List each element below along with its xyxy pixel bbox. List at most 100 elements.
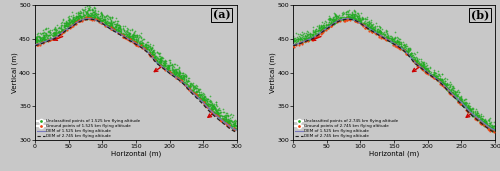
Point [379,32,387,34]
Point [76,20,84,22]
Point [37,40,45,42]
Point [190,85,198,88]
Point [164,65,172,67]
Point [96,13,104,15]
Point [462,104,470,107]
Point [50,34,58,37]
Point [192,84,200,87]
Point [466,108,474,111]
Point [68,13,76,16]
Point [77,16,85,18]
Point [195,88,203,91]
Point [216,118,224,121]
Point [149,54,157,56]
Point [114,27,122,29]
Point [344,15,351,18]
Point [44,31,52,34]
Point [64,27,72,29]
Point [98,13,106,16]
Point [398,48,406,51]
Point [341,18,349,21]
Point [196,94,204,97]
Point [374,30,382,32]
Point [176,78,184,81]
Point [36,42,44,45]
Point [366,25,374,28]
Point [182,76,190,79]
Point [203,103,211,106]
Point [150,54,158,56]
Point [400,43,407,45]
Point [375,29,383,31]
Point [129,32,137,35]
Point [130,37,138,40]
Point [170,73,178,76]
Point [140,47,148,49]
Point [363,25,371,28]
Point [432,74,440,76]
Point [58,31,66,33]
Point [464,107,472,110]
Point [442,81,450,84]
Point [352,15,360,17]
Point [390,43,398,46]
Point [53,24,61,27]
Point [302,38,310,40]
Point [190,86,198,88]
Point [351,19,359,22]
Point [70,23,78,25]
Point [294,39,302,42]
Point [74,20,82,23]
Point [476,117,484,120]
Point [330,19,338,22]
Point [354,20,362,23]
Point [364,20,372,23]
Point [442,87,450,90]
Point [87,16,95,19]
Point [360,17,368,20]
Point [68,11,76,14]
Point [210,103,218,106]
Point [53,34,61,37]
Point [90,11,98,13]
Point [366,27,374,29]
Point [32,40,40,42]
Point [346,19,354,21]
Point [474,118,482,121]
Point [212,109,220,112]
Point [426,73,434,76]
Point [222,116,230,119]
Point [350,14,358,16]
Point [52,31,60,34]
Point [166,73,174,75]
Point [344,15,352,17]
Point [328,23,336,26]
Point [490,124,498,127]
Point [394,41,402,44]
Point [449,94,457,97]
Point [202,105,210,107]
Point [114,32,122,35]
Point [54,35,62,37]
Point [98,12,106,14]
Point [460,103,468,106]
Point [134,34,142,36]
Point [74,19,82,22]
Point [173,75,181,77]
Point [343,13,351,16]
Point [32,42,40,45]
Point [339,10,347,13]
Point [194,94,202,97]
Point [312,28,320,30]
Point [356,21,364,24]
Point [40,37,48,40]
Point [440,82,448,84]
Point [133,38,141,41]
Point [161,67,169,70]
Point [102,22,110,24]
Point [184,86,192,89]
Point [52,31,60,34]
Point [309,34,317,37]
Point [396,42,404,45]
Point [398,44,406,47]
